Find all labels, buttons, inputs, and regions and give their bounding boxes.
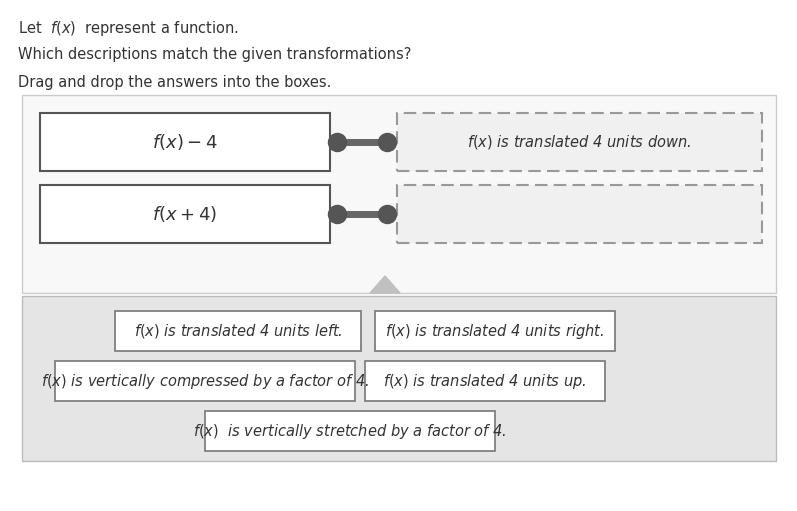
Text: $f(x+4)$: $f(x+4)$ (152, 204, 218, 224)
Bar (397, 113, 762, 171)
Polygon shape (370, 276, 400, 293)
Bar (205, 411, 495, 451)
Text: $f(x)$ is translated 4 units up.: $f(x)$ is translated 4 units up. (383, 371, 587, 390)
Text: $f(x)$ is translated 4 units down.: $f(x)$ is translated 4 units down. (467, 133, 692, 151)
Text: $f(x)$ is vertically compressed by a factor of 4.: $f(x)$ is vertically compressed by a fac… (41, 371, 369, 390)
Bar (115, 311, 361, 351)
Text: Let  $f(x)$  represent a function.: Let $f(x)$ represent a function. (18, 19, 239, 38)
Text: $f(x)$  is vertically stretched by a factor of 4.: $f(x)$ is vertically stretched by a fact… (193, 422, 507, 440)
Bar (22, 95, 776, 293)
Bar (40, 185, 330, 243)
Text: $f(x)$ is translated 4 units right.: $f(x)$ is translated 4 units right. (386, 321, 605, 340)
Bar (55, 361, 355, 401)
Text: Drag and drop the answers into the boxes.: Drag and drop the answers into the boxes… (18, 75, 332, 90)
Bar (40, 113, 330, 171)
Bar (22, 296, 776, 461)
Bar (365, 361, 605, 401)
Text: Which descriptions match the given transformations?: Which descriptions match the given trans… (18, 47, 411, 62)
Text: $f(x)-4$: $f(x)-4$ (152, 132, 218, 152)
Text: $f(x)$ is translated 4 units left.: $f(x)$ is translated 4 units left. (134, 322, 343, 340)
Bar (397, 185, 762, 243)
Bar (375, 311, 615, 351)
